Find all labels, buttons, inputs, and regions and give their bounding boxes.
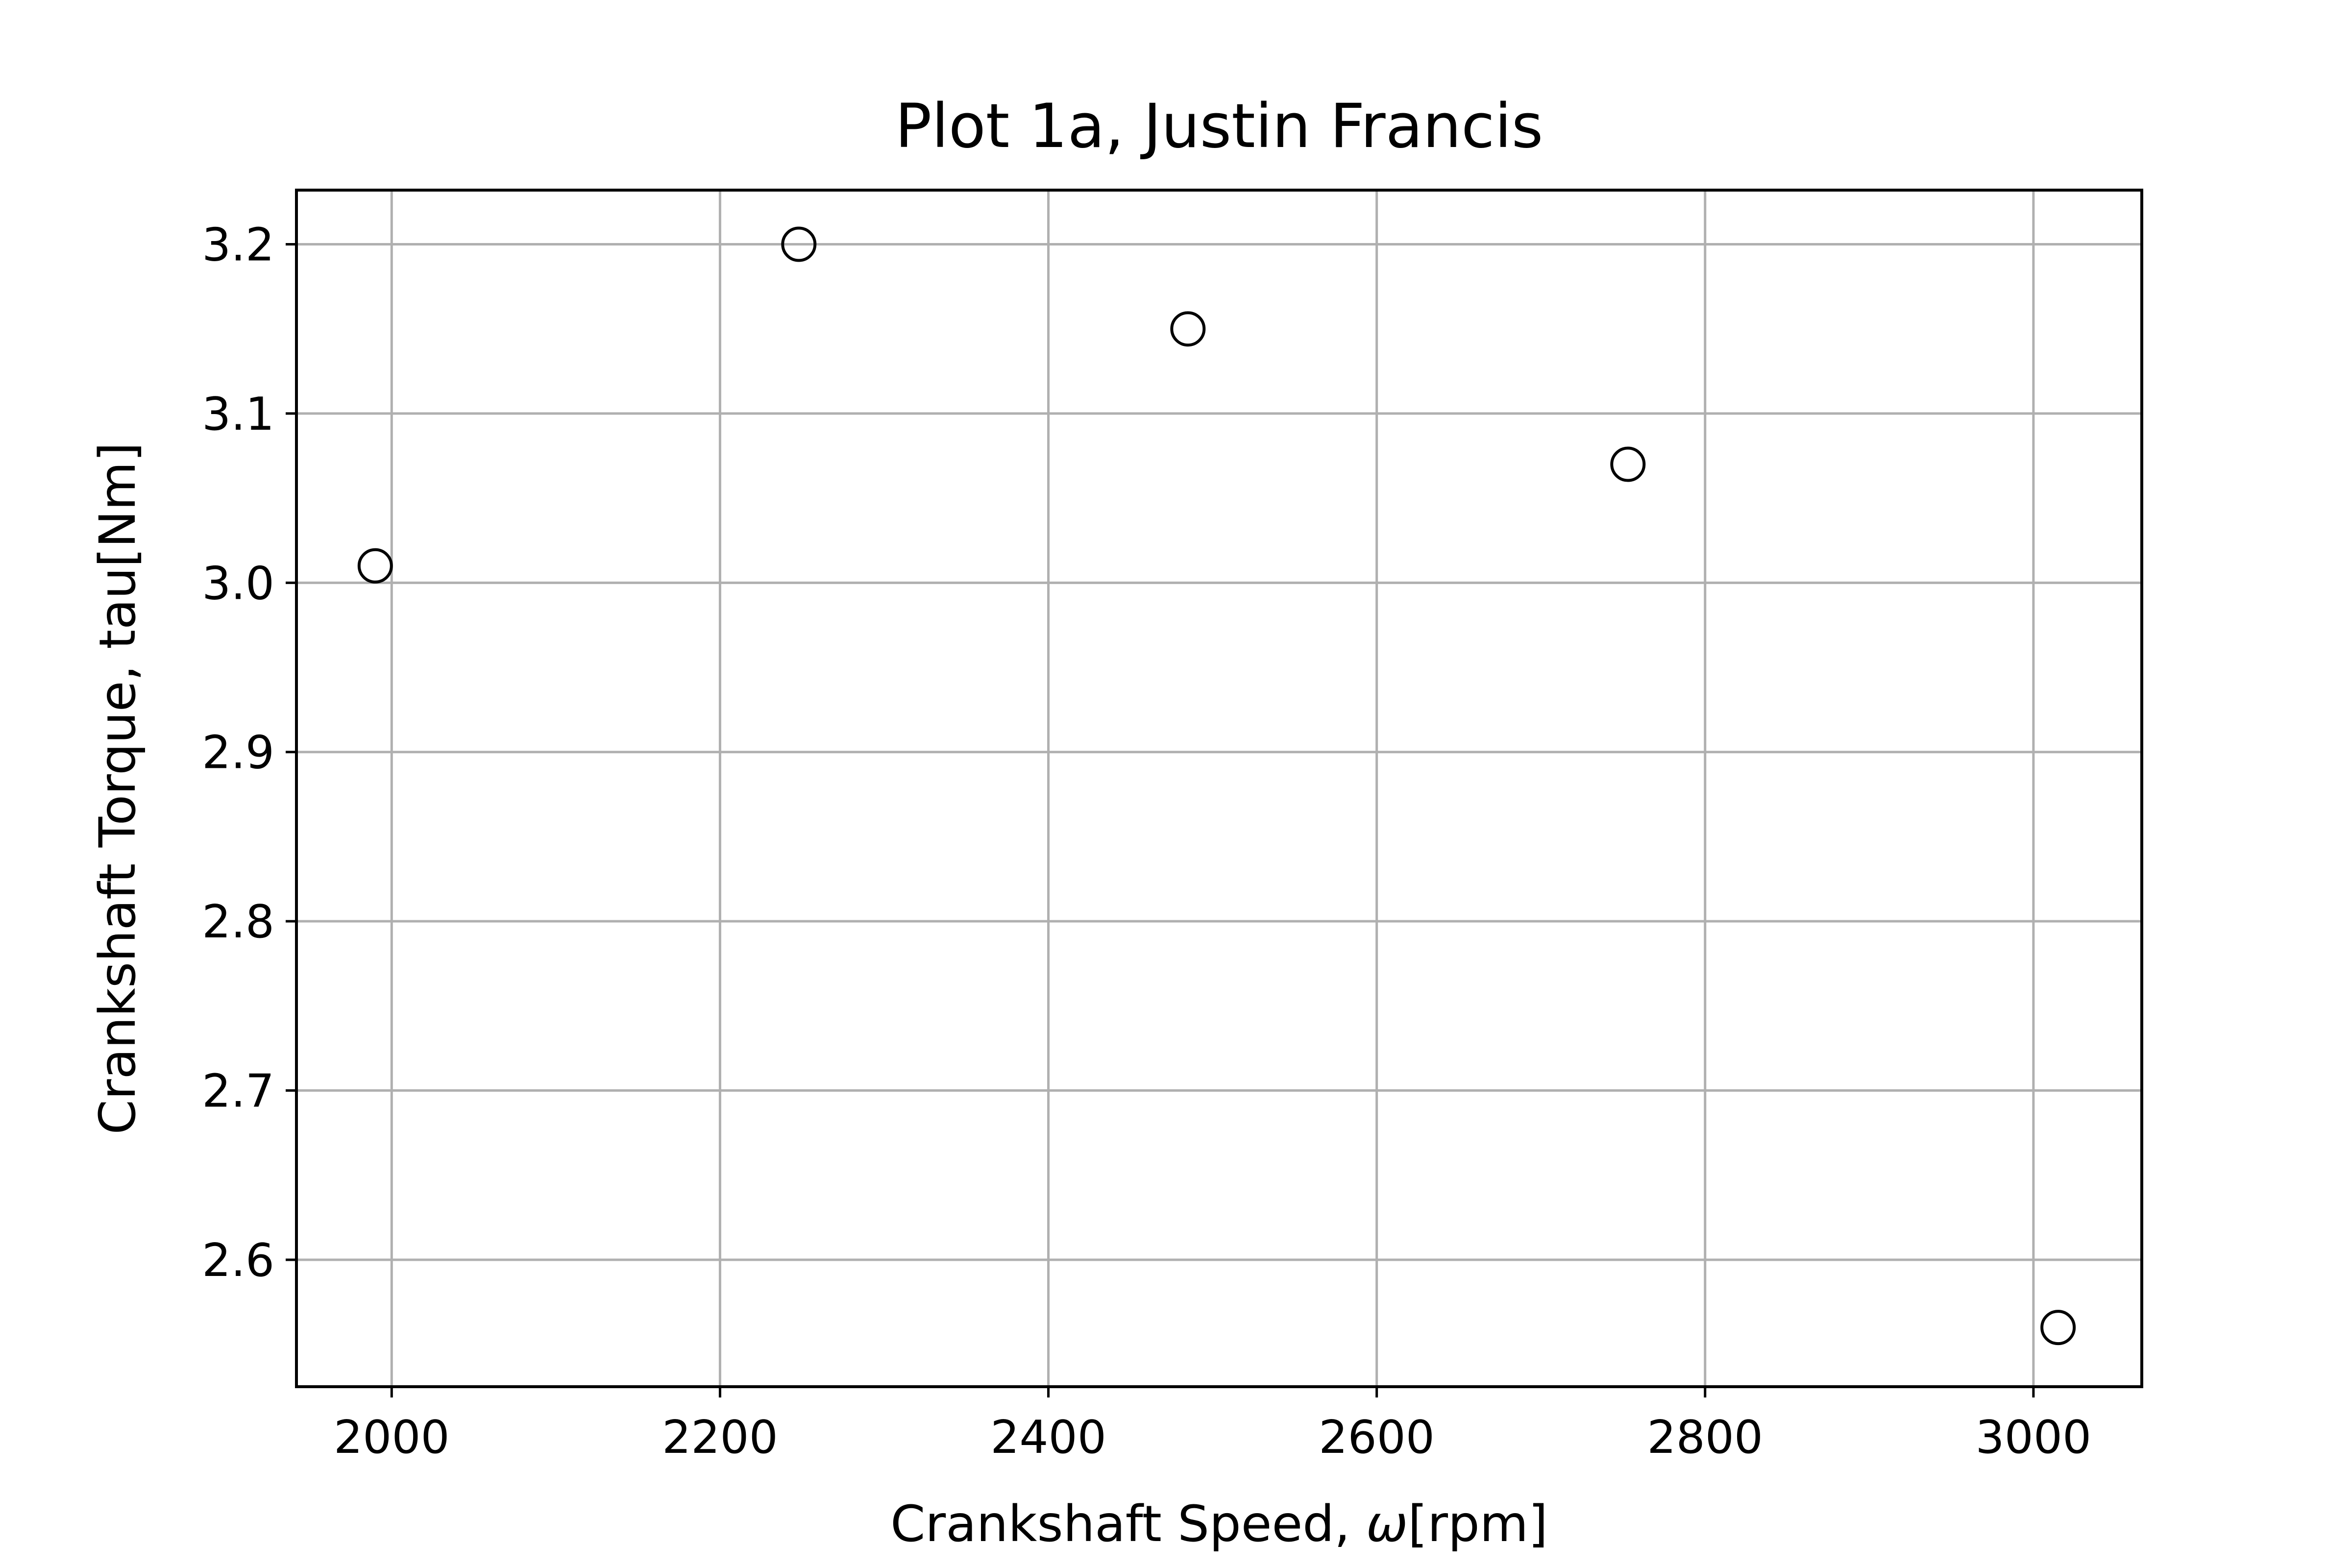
- plot-frame: [295, 189, 2143, 1388]
- x-tick-label: 2600: [1319, 1411, 1435, 1464]
- y-tick-label: 2.8: [202, 895, 274, 948]
- y-axis-ticks: 2.6 2.7 2.8 2.9 3.0 3.1 3.2: [202, 219, 296, 1287]
- chart-title: Plot 1a, Justin Francis: [895, 91, 1544, 162]
- data-point: [357, 548, 393, 584]
- data-point: [1170, 311, 1206, 347]
- x-tick-label: 2800: [1647, 1411, 1763, 1464]
- y-tick-label: 2.6: [202, 1234, 274, 1287]
- x-tick-label: 2000: [334, 1411, 450, 1464]
- x-grid-lines: [390, 190, 2035, 1387]
- y-axis-label: Crankshaft Torque, tau[Nm]: [89, 442, 147, 1134]
- y-grid-lines: [296, 243, 2142, 1261]
- y-tick-label: 2.7: [202, 1065, 274, 1118]
- data-points: [357, 226, 2076, 1346]
- x-tick-label: 3000: [1976, 1411, 2092, 1464]
- data-point: [1610, 446, 1646, 482]
- y-tick-label: 3.1: [202, 388, 274, 441]
- data-point: [781, 226, 817, 262]
- y-tick-label: 2.9: [202, 726, 274, 779]
- x-tick-label: 2200: [662, 1411, 778, 1464]
- x-axis-label-suffix: [rpm]: [1408, 1495, 1548, 1553]
- data-point: [2040, 1310, 2076, 1346]
- x-axis-label-prefix: Crankshaft Speed,: [890, 1495, 1366, 1553]
- y-tick-label: 3.2: [202, 219, 274, 271]
- x-tick-label: 2400: [990, 1411, 1106, 1464]
- y-tick-label: 3.0: [202, 557, 274, 610]
- x-axis-label: Crankshaft Speed, ω[rpm]: [890, 1495, 1548, 1553]
- x-axis-ticks: 2000 2200 2400 2600 2800 3000: [334, 1387, 2091, 1464]
- x-axis-label-symbol: ω: [1366, 1495, 1408, 1553]
